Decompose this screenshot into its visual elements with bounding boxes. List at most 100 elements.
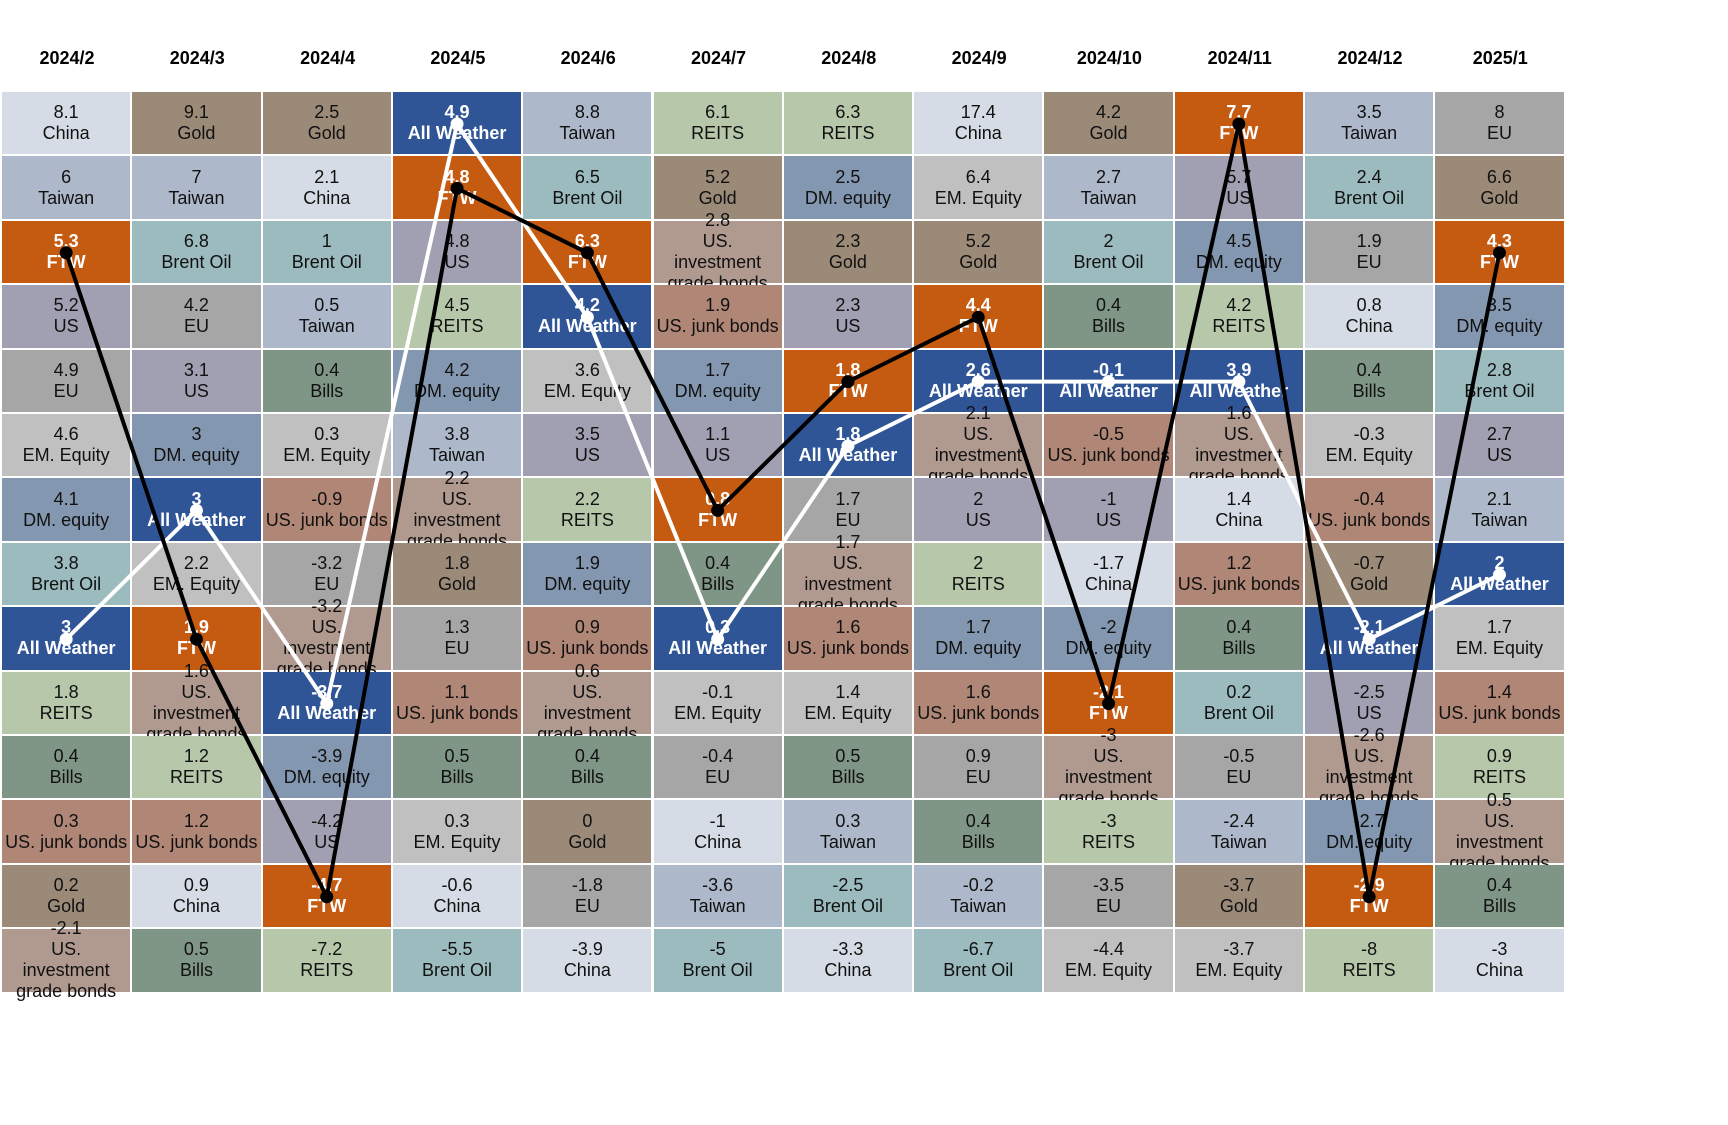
cell-value: -2.5 xyxy=(832,874,864,895)
cell-value: 2.8 xyxy=(1486,359,1512,380)
cell-asset-label: Taiwan xyxy=(1471,509,1528,530)
cell-value: 2.5 xyxy=(314,102,340,123)
cell-all-weather: -2.1 All Weather xyxy=(1305,607,1434,670)
cell-value: 3.8 xyxy=(444,424,470,445)
cell-gold: 9.1 Gold xyxy=(132,92,261,155)
cell-us-junk-bonds: 1.9 US. junk bonds xyxy=(653,285,782,348)
cell-asset-label: All Weather xyxy=(1450,573,1549,594)
cell-asset-label: DM. equity xyxy=(1326,831,1413,852)
cell-asset-label: China xyxy=(954,123,1002,144)
cell-asset-label: US. investment grade bonds xyxy=(16,939,117,1002)
cell-us-investment-grade-bonds: -2.1 US. investment grade bonds xyxy=(2,918,131,1001)
cell-value: -3.3 xyxy=(832,939,864,960)
cell-reits: 4.5 REITS xyxy=(392,285,522,348)
cell-asset-label: US. junk bonds xyxy=(5,831,128,852)
cell-value: 0.5 xyxy=(183,939,209,960)
cell-dm-equity: 1.7 DM. equity xyxy=(653,349,782,412)
cell-taiwan: 6 Taiwan xyxy=(2,156,131,219)
cell-asset-label: Gold xyxy=(177,123,216,144)
cell-ftw: 1.8 FTW xyxy=(783,349,913,412)
cell-us-investment-grade-bonds: 2.1 US. investment grade bonds xyxy=(914,403,1043,486)
cell-asset-label: US. junk bonds xyxy=(1438,702,1561,723)
cell-all-weather: 0.3 All Weather xyxy=(653,607,782,670)
cell-bills: 0.4 Bills xyxy=(653,542,782,606)
cell-taiwan: 0.3 Taiwan xyxy=(783,800,913,863)
cell-value: 1.2 xyxy=(183,746,209,767)
cell-asset-label: REITS xyxy=(1082,831,1136,852)
cell-value: 5.2 xyxy=(965,230,991,251)
cell-asset-label: US xyxy=(1486,445,1512,466)
cell-asset-label: US. junk bonds xyxy=(1308,509,1431,530)
cell-dm-equity: 3 DM. equity xyxy=(132,414,261,477)
cell-eu: 1.9 EU xyxy=(1305,220,1434,284)
cell-value: 4.8 xyxy=(444,166,470,187)
cell-bills: 0.5 Bills xyxy=(392,736,522,799)
cell-value: -3.6 xyxy=(702,874,734,895)
cell-eu: -0.5 EU xyxy=(1174,736,1303,799)
cell-em-equity: 6.4 EM. Equity xyxy=(914,156,1043,219)
cell-value: -2.6 xyxy=(1353,725,1385,746)
cell-value: 1.8 xyxy=(835,424,861,445)
cell-taiwan: 2.7 Taiwan xyxy=(1044,156,1173,219)
cell-asset-label: FTW xyxy=(828,380,868,401)
cell-asset-label: US xyxy=(965,509,991,530)
cell-value: 3.5 xyxy=(574,424,600,445)
cell-asset-label: Brent Oil xyxy=(161,251,232,272)
cell-value: 0.8 xyxy=(705,488,731,509)
column-header: 2024/10 xyxy=(1076,48,1142,68)
cell-value: 6 xyxy=(61,166,72,187)
cell-value: 0.5 xyxy=(835,746,861,767)
cell-asset-label: Bills xyxy=(179,960,213,981)
cell-value: -2.4 xyxy=(1223,810,1255,831)
cell-value: 4.1 xyxy=(53,488,79,509)
cell-asset-label: All Weather xyxy=(798,445,898,466)
cell-value: 0.4 xyxy=(1096,295,1122,316)
cell-asset-label: All Weather xyxy=(147,509,246,530)
cell-value: 6.3 xyxy=(574,230,600,251)
cell-value: -3.2 xyxy=(311,596,343,617)
cell-value: 2.1 xyxy=(314,166,340,187)
cell-asset-label: US. junk bonds xyxy=(656,316,779,337)
cell-value: -3.2 xyxy=(311,552,343,573)
cell-asset-label: DM. equity xyxy=(283,767,370,788)
cell-asset-label: Gold xyxy=(568,831,607,852)
cell-value: 0.4 xyxy=(314,359,340,380)
cell-value: 1.9 xyxy=(574,552,600,573)
cell-asset-label: FTW xyxy=(958,316,998,337)
cell-reits: -7.2 REITS xyxy=(262,929,391,992)
cell-us-junk-bonds: 1.2 US. junk bonds xyxy=(1174,542,1303,606)
cell-value: 2 xyxy=(973,552,984,573)
cell-value: 1.4 xyxy=(1486,681,1512,702)
cell-value: -4.7 xyxy=(311,874,343,895)
cell-value: 0.4 xyxy=(574,746,600,767)
cell-value: 7.7 xyxy=(1226,102,1252,123)
cell-value: 2.1 xyxy=(1486,488,1512,509)
cell-asset-label: EM. Equity xyxy=(413,831,501,852)
cell-asset-label: EU xyxy=(1096,895,1122,916)
cell-us: 3.5 US xyxy=(523,414,652,477)
cell-asset-label: Bills xyxy=(1352,380,1386,401)
cell-us: 2.7 US xyxy=(1435,414,1564,477)
cell-value: 0.9 xyxy=(965,746,991,767)
cell-brent-oil: 0.2 Brent Oil xyxy=(1174,671,1303,734)
cell-em-equity: 4.6 EM. Equity xyxy=(2,414,131,477)
cell-value: 0.9 xyxy=(1486,746,1512,767)
cell-asset-label: US xyxy=(574,445,600,466)
cell-asset-label: US xyxy=(314,831,340,852)
cell-value: -1 xyxy=(1100,488,1117,509)
cell-value: 1.8 xyxy=(835,359,861,380)
cell-us-investment-grade-bonds: 2.2 US. investment grade bonds xyxy=(392,468,522,551)
cell-asset-label: REITS xyxy=(430,316,484,337)
cell-value: -2 xyxy=(1100,617,1117,638)
cell-ftw: 5.3 FTW xyxy=(2,220,131,284)
cell-taiwan: 0.5 Taiwan xyxy=(262,285,391,348)
cell-reits: 4.2 REITS xyxy=(1174,285,1303,348)
cell-us-investment-grade-bonds: -3.2 US. investment grade bonds xyxy=(262,596,391,679)
cell-eu: 1.3 EU xyxy=(392,607,522,670)
cell-value: 4.2 xyxy=(574,295,600,316)
cell-brent-oil: -5 Brent Oil xyxy=(653,929,782,992)
cell-asset-label: DM. equity xyxy=(1195,251,1282,272)
cell-asset-label: All Weather xyxy=(16,638,116,659)
cell-value: 1.3 xyxy=(444,617,470,638)
